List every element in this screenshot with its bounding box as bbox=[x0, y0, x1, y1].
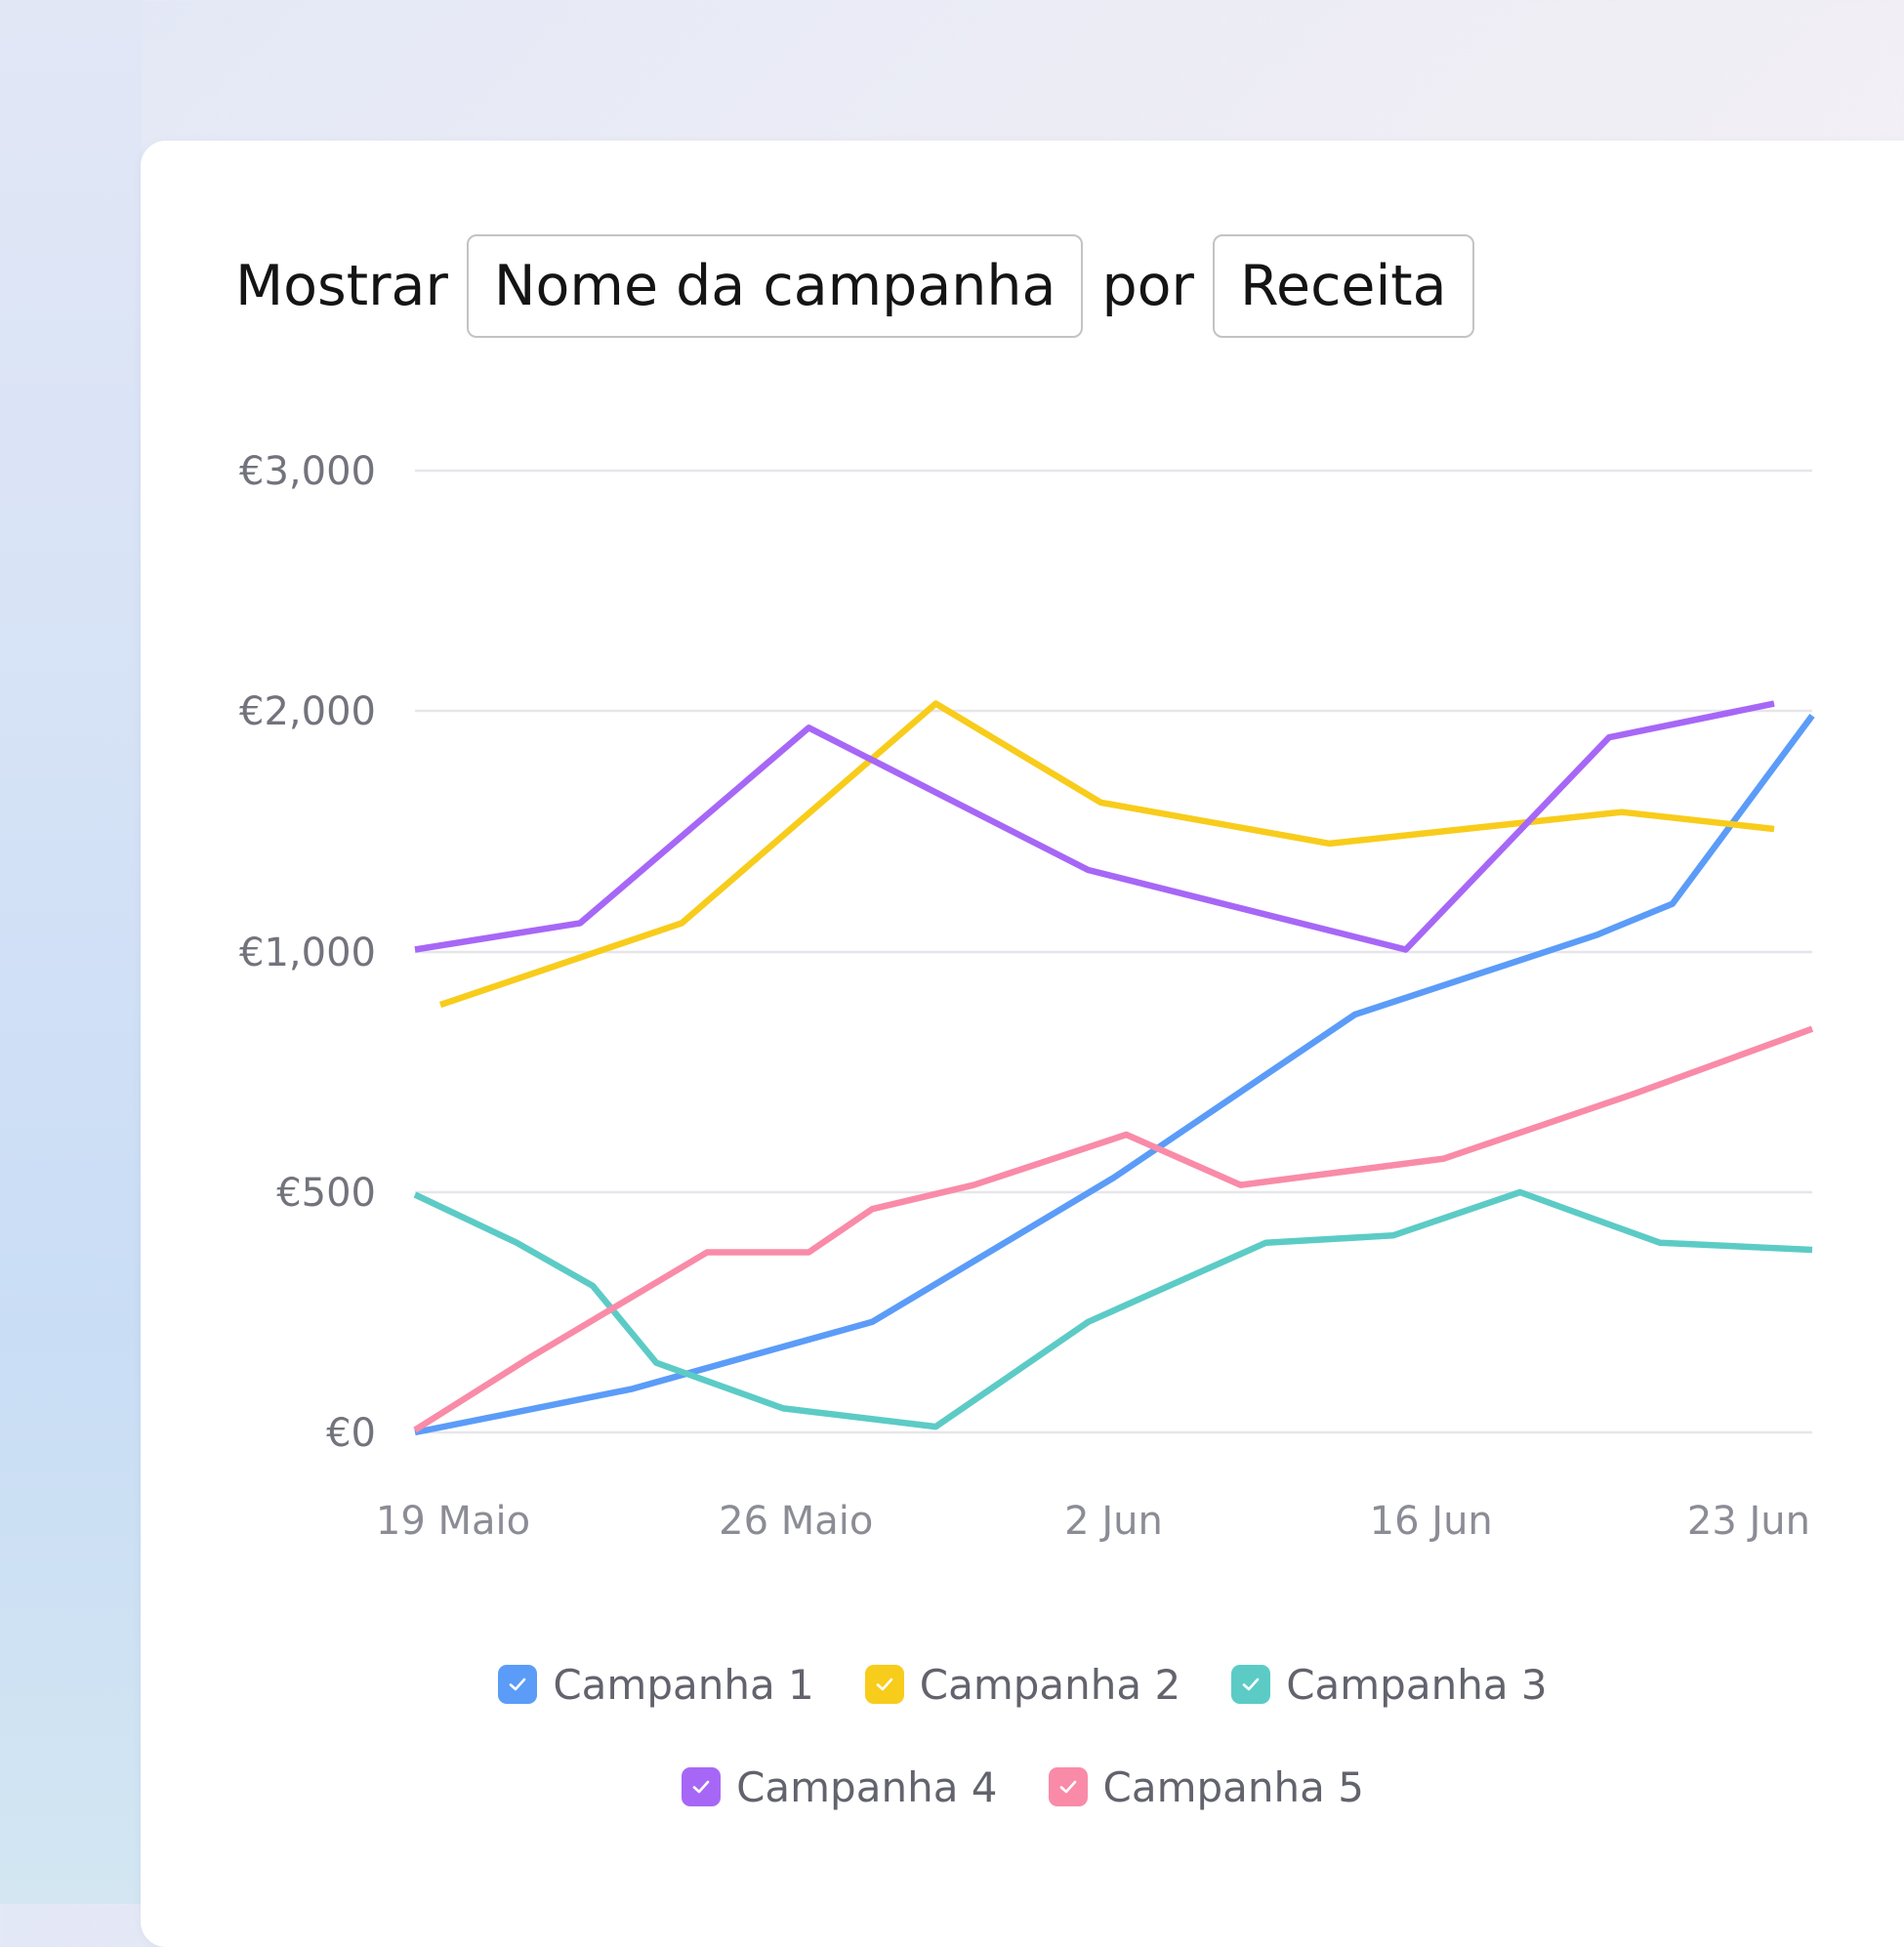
check-icon bbox=[1059, 1780, 1076, 1794]
chart-card bbox=[141, 141, 1904, 1947]
legend-checkbox-3[interactable] bbox=[1231, 1665, 1271, 1704]
legend-label-4: Campanha 4 bbox=[736, 1762, 998, 1811]
revenue-line-chart: €0 €500 €1,000 €2,000 €3,000 19 Maio 26 Maio 2… bbox=[239, 449, 1815, 1544]
grid-lines bbox=[415, 469, 1812, 1434]
legend-label-1: Campanha 1 bbox=[553, 1660, 814, 1709]
legend-checkbox-1[interactable] bbox=[498, 1665, 538, 1704]
y-axis-tick-labels: €0 €500 €1,000 €2,000 €3,000 bbox=[239, 449, 376, 1456]
check-icon bbox=[876, 1678, 893, 1691]
legend-label-5: Campanha 5 bbox=[1102, 1762, 1364, 1811]
legend-item-campanha-2[interactable]: Campanha 2 bbox=[864, 1655, 1181, 1714]
y-tick-label: €0 bbox=[326, 1411, 376, 1456]
check-icon bbox=[1242, 1678, 1260, 1691]
check-icon bbox=[510, 1678, 526, 1691]
y-tick-label: €500 bbox=[276, 1171, 376, 1216]
x-tick-label: 23 Jun bbox=[1687, 1499, 1810, 1544]
x-tick-label: 16 Jun bbox=[1370, 1499, 1493, 1544]
y-tick-label: €2,000 bbox=[239, 689, 376, 734]
series-line-2 bbox=[438, 700, 1775, 1009]
legend-row-2: Campanha 4 Campanha 5 bbox=[142, 1758, 1904, 1816]
legend-label-2: Campanha 2 bbox=[919, 1660, 1181, 1709]
series-lines bbox=[413, 700, 1815, 1436]
show-label: Mostrar bbox=[235, 254, 448, 318]
x-axis-tick-labels: 19 Maio 26 Maio 2 Jun 16 Jun 23 Jun bbox=[376, 1499, 1810, 1544]
legend-checkbox-5[interactable] bbox=[1048, 1767, 1088, 1806]
dimension-select[interactable]: Nome da campanha bbox=[466, 234, 1084, 338]
legend-item-campanha-3[interactable]: Campanha 3 bbox=[1231, 1655, 1548, 1714]
legend-item-campanha-1[interactable]: Campanha 1 bbox=[498, 1655, 814, 1714]
legend-checkbox-4[interactable] bbox=[682, 1767, 722, 1806]
series-line-5 bbox=[413, 1025, 1814, 1433]
legend-item-campanha-4[interactable]: Campanha 4 bbox=[682, 1758, 998, 1816]
x-tick-label: 2 Jun bbox=[1064, 1499, 1163, 1544]
check-icon bbox=[692, 1780, 710, 1794]
background-panel bbox=[0, 0, 142, 1904]
legend-item-campanha-5[interactable]: Campanha 5 bbox=[1048, 1758, 1364, 1816]
series-line-1 bbox=[414, 713, 1815, 1436]
chart-controls: Mostrar Nome da campanha por Receita bbox=[235, 232, 1474, 340]
legend-checkbox-2[interactable] bbox=[864, 1665, 904, 1704]
x-tick-label: 19 Maio bbox=[376, 1499, 530, 1544]
y-tick-label: €3,000 bbox=[239, 449, 376, 494]
legend-row-1: Campanha 1 Campanha 2 Campanha 3 bbox=[142, 1655, 1904, 1714]
x-tick-label: 26 Maio bbox=[719, 1499, 873, 1544]
legend-label-3: Campanha 3 bbox=[1286, 1660, 1548, 1709]
metric-select[interactable]: Receita bbox=[1212, 234, 1474, 338]
by-label: por bbox=[1101, 254, 1194, 318]
series-line-4 bbox=[414, 700, 1775, 953]
y-tick-label: €1,000 bbox=[239, 931, 376, 975]
series-line-3 bbox=[413, 1188, 1813, 1430]
